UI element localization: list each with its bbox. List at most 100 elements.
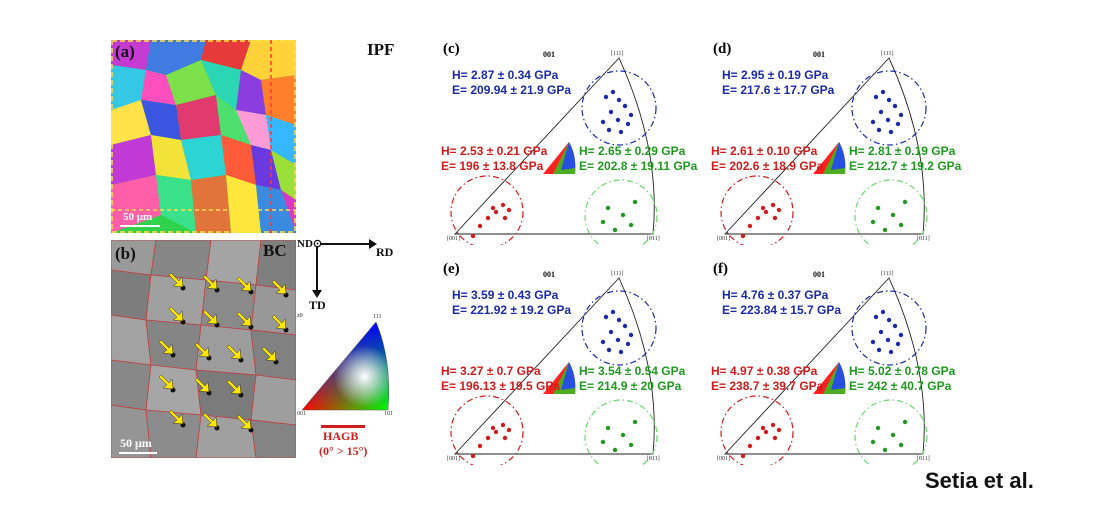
red-hardness-text: H= 2.61 ± 0.10 GPa — [711, 144, 818, 158]
green-data-point — [632, 419, 638, 425]
red-data-point — [776, 427, 782, 433]
corner-011-label: [011] — [917, 456, 930, 462]
panel-title: 001 — [543, 270, 555, 279]
corner-111-label: [111] — [881, 51, 894, 57]
green-data-point — [898, 442, 904, 448]
blue-data-point — [616, 97, 622, 103]
red-data-point — [485, 435, 491, 441]
panel-b-corner-label: BC — [263, 241, 287, 260]
green-data-point — [890, 212, 896, 218]
red-modulus-text: E= 202.6 ± 18.9 GPa — [711, 159, 824, 173]
panel-a-scale-text: 50 μm — [123, 211, 153, 223]
red-data-point — [760, 425, 766, 431]
green-cluster-circle — [584, 179, 658, 245]
blue-data-point — [888, 129, 894, 135]
red-data-point — [776, 207, 782, 213]
blue-data-point — [616, 317, 622, 323]
red-data-point — [770, 202, 776, 208]
red-data-point — [502, 215, 508, 221]
blue-data-point — [880, 89, 886, 95]
corner-011-label: [011] — [647, 236, 660, 242]
legend-corner-111: 111 — [373, 314, 382, 320]
green-modulus-text: E= 214.9 ± 20 GPa — [579, 379, 682, 393]
panel-a-corner-label: IPF — [367, 40, 395, 59]
red-data-point — [490, 425, 496, 431]
corner-001-label: [001] — [717, 236, 730, 242]
corner-001-label: [001] — [447, 236, 460, 242]
green-data-point — [882, 447, 888, 453]
green-data-point — [902, 199, 908, 205]
blue-data-point — [600, 339, 606, 345]
ipf-panel-e: (e) 001 [111] [001] [011] H= 3.59 ± 0.43 GPa E… — [441, 260, 711, 465]
panel-a-scale-bar — [120, 225, 160, 227]
ipf-triangle-plot — [450, 277, 658, 465]
green-data-point — [600, 439, 606, 445]
blue-modulus-text: E= 221.92 ± 19.2 GPa — [452, 303, 572, 317]
blue-data-point — [888, 349, 894, 355]
blue-modulus-text: E= 217.6 ± 17.7 GPa — [722, 83, 835, 97]
red-data-point — [763, 429, 769, 435]
nd-axis-label: ND⊙ — [297, 238, 323, 250]
panel-label: (c) — [443, 41, 460, 57]
red-data-point — [763, 209, 769, 215]
corner-001-label: [001] — [717, 456, 730, 462]
blue-modulus-text: E= 223.84 ± 15.7 GPa — [722, 303, 842, 317]
blue-data-point — [628, 332, 634, 338]
credit-text: Setia et al. — [925, 468, 1034, 493]
blue-data-point — [625, 121, 631, 127]
blue-data-point — [603, 94, 609, 100]
red-cluster-circle — [450, 175, 524, 245]
red-data-point — [493, 429, 499, 435]
ipf-map-image — [111, 40, 296, 233]
green-data-point — [628, 442, 634, 448]
blue-data-point — [622, 323, 628, 329]
red-data-point — [506, 207, 512, 213]
red-modulus-text: E= 196 ± 13.8 GPa — [441, 159, 544, 173]
ipf-triangle-plot — [720, 277, 928, 465]
blue-data-point — [600, 119, 606, 125]
blue-data-point — [892, 103, 898, 109]
blue-data-point — [615, 117, 621, 123]
corner-111-label: [111] — [881, 271, 894, 277]
corner-011-label: [011] — [917, 236, 930, 242]
legend-corner-001: 001 — [297, 411, 306, 417]
panel-label: (e) — [443, 261, 460, 277]
blue-data-point — [618, 129, 624, 135]
blue-data-point — [608, 109, 614, 115]
rd-axis-label: RD — [376, 245, 394, 259]
red-data-point — [470, 453, 476, 459]
green-data-point — [875, 425, 881, 431]
td-arrow — [316, 246, 318, 292]
green-cluster-circle — [584, 399, 658, 465]
blue-data-point — [870, 119, 876, 125]
green-data-point — [605, 205, 611, 211]
green-data-point — [628, 222, 634, 228]
blue-data-point — [625, 341, 631, 347]
ipf-panel-c: (c) 001 [111] [001] [011] H= 2.87 ± 0.34 GPa E… — [441, 40, 711, 245]
red-modulus-text: E= 238.7 ± 39.7 GPa — [711, 379, 824, 393]
green-hardness-text: H= 3.54 ± 0.54 GPa — [579, 364, 686, 378]
blue-data-point — [610, 89, 616, 95]
red-data-point — [770, 422, 776, 428]
blue-data-point — [898, 112, 904, 118]
ipf-map-mosaic — [111, 40, 296, 233]
green-data-point — [620, 432, 626, 438]
green-modulus-text: E= 212.7 ± 19.2 GPa — [849, 159, 962, 173]
legend-z0-label: z0 — [297, 313, 303, 319]
red-data-point — [477, 223, 483, 229]
ipf-triangle-plot — [720, 57, 928, 245]
ipf-panel-d: (d) 001 [111] [001] [011] H= 2.95 ± 0.19 GPa E… — [711, 40, 981, 245]
red-cluster-circle — [720, 395, 794, 465]
green-data-point — [620, 212, 626, 218]
red-data-point — [740, 453, 746, 459]
hagb-range: (0° > 15°) — [319, 444, 368, 458]
blue-data-point — [873, 94, 879, 100]
blue-cluster-circle — [851, 290, 927, 366]
blue-data-point — [878, 109, 884, 115]
panel-title: 001 — [543, 50, 555, 59]
green-data-point — [902, 419, 908, 425]
red-data-point — [470, 233, 476, 239]
red-data-point — [506, 427, 512, 433]
green-data-point — [870, 439, 876, 445]
red-data-point — [500, 422, 506, 428]
